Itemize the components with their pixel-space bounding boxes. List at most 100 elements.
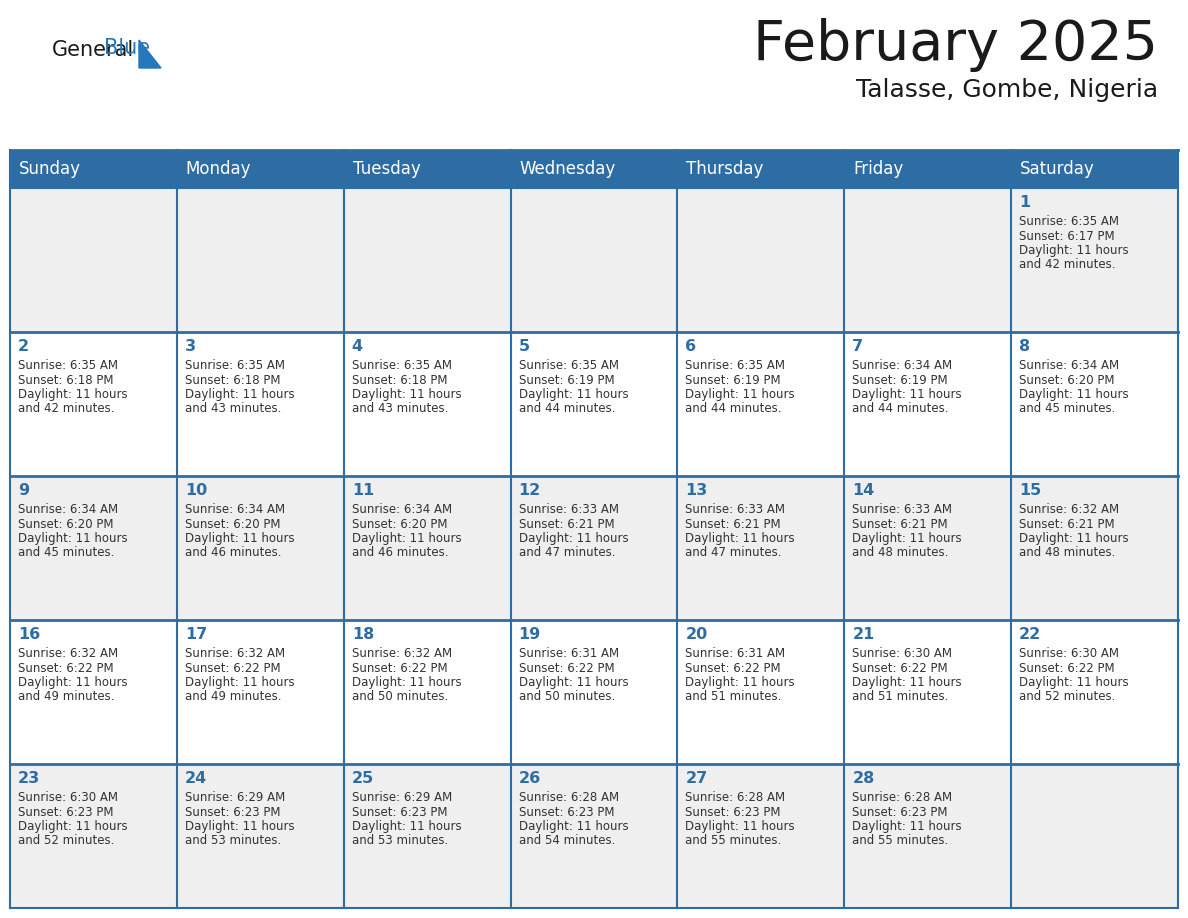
Bar — [845, 150, 1011, 188]
Text: Sunrise: 6:28 AM: Sunrise: 6:28 AM — [519, 791, 619, 804]
Text: Daylight: 11 hours: Daylight: 11 hours — [852, 676, 962, 689]
Text: Daylight: 11 hours: Daylight: 11 hours — [852, 820, 962, 833]
Text: 27: 27 — [685, 771, 708, 786]
Text: Daylight: 11 hours: Daylight: 11 hours — [185, 820, 295, 833]
Text: Sunrise: 6:31 AM: Sunrise: 6:31 AM — [685, 647, 785, 660]
Text: 14: 14 — [852, 483, 874, 498]
Text: Sunrise: 6:29 AM: Sunrise: 6:29 AM — [352, 791, 451, 804]
Text: Blue: Blue — [105, 38, 150, 58]
Text: 21: 21 — [852, 627, 874, 642]
Text: 6: 6 — [685, 339, 696, 354]
Text: Sunrise: 6:35 AM: Sunrise: 6:35 AM — [18, 359, 118, 372]
Text: 10: 10 — [185, 483, 207, 498]
Text: 2: 2 — [18, 339, 30, 354]
Text: Sunset: 6:20 PM: Sunset: 6:20 PM — [18, 518, 114, 531]
Text: Sunrise: 6:34 AM: Sunrise: 6:34 AM — [18, 503, 118, 516]
Bar — [343, 150, 511, 188]
Text: and 52 minutes.: and 52 minutes. — [18, 834, 114, 847]
Text: Daylight: 11 hours: Daylight: 11 hours — [352, 388, 461, 401]
Text: 15: 15 — [1019, 483, 1042, 498]
Text: Daylight: 11 hours: Daylight: 11 hours — [352, 532, 461, 545]
Text: Sunset: 6:23 PM: Sunset: 6:23 PM — [852, 805, 948, 819]
Text: Sunrise: 6:30 AM: Sunrise: 6:30 AM — [1019, 647, 1119, 660]
Text: Sunset: 6:22 PM: Sunset: 6:22 PM — [685, 662, 781, 675]
Text: Thursday: Thursday — [687, 160, 764, 178]
Text: Daylight: 11 hours: Daylight: 11 hours — [685, 388, 795, 401]
Text: 9: 9 — [18, 483, 30, 498]
Bar — [1011, 150, 1178, 188]
Bar — [10, 764, 1178, 908]
Bar — [677, 150, 845, 188]
Text: 12: 12 — [519, 483, 541, 498]
Text: and 43 minutes.: and 43 minutes. — [185, 402, 282, 416]
Text: Wednesday: Wednesday — [519, 160, 615, 178]
Text: Daylight: 11 hours: Daylight: 11 hours — [18, 532, 127, 545]
Text: and 48 minutes.: and 48 minutes. — [852, 546, 949, 559]
Text: Sunrise: 6:28 AM: Sunrise: 6:28 AM — [852, 791, 953, 804]
Text: Daylight: 11 hours: Daylight: 11 hours — [519, 388, 628, 401]
Text: and 44 minutes.: and 44 minutes. — [852, 402, 949, 416]
Text: and 42 minutes.: and 42 minutes. — [1019, 259, 1116, 272]
Text: Daylight: 11 hours: Daylight: 11 hours — [1019, 244, 1129, 257]
Text: Sunset: 6:20 PM: Sunset: 6:20 PM — [185, 518, 280, 531]
Text: Sunrise: 6:34 AM: Sunrise: 6:34 AM — [352, 503, 451, 516]
Text: 25: 25 — [352, 771, 374, 786]
Text: 16: 16 — [18, 627, 40, 642]
Text: Daylight: 11 hours: Daylight: 11 hours — [18, 676, 127, 689]
Text: 22: 22 — [1019, 627, 1042, 642]
Text: Daylight: 11 hours: Daylight: 11 hours — [852, 388, 962, 401]
Text: Sunset: 6:23 PM: Sunset: 6:23 PM — [685, 805, 781, 819]
Text: Daylight: 11 hours: Daylight: 11 hours — [685, 820, 795, 833]
Text: Daylight: 11 hours: Daylight: 11 hours — [685, 532, 795, 545]
Text: 13: 13 — [685, 483, 708, 498]
Text: Sunset: 6:22 PM: Sunset: 6:22 PM — [185, 662, 280, 675]
Text: February 2025: February 2025 — [753, 18, 1158, 72]
Text: Sunrise: 6:30 AM: Sunrise: 6:30 AM — [852, 647, 953, 660]
Text: Talasse, Gombe, Nigeria: Talasse, Gombe, Nigeria — [855, 78, 1158, 102]
Text: 24: 24 — [185, 771, 207, 786]
Text: and 49 minutes.: and 49 minutes. — [185, 690, 282, 703]
Text: Sunset: 6:22 PM: Sunset: 6:22 PM — [1019, 662, 1114, 675]
Bar — [511, 150, 677, 188]
Text: Monday: Monday — [185, 160, 252, 178]
Text: Daylight: 11 hours: Daylight: 11 hours — [352, 820, 461, 833]
Text: 3: 3 — [185, 339, 196, 354]
Text: Daylight: 11 hours: Daylight: 11 hours — [352, 676, 461, 689]
Text: Sunrise: 6:34 AM: Sunrise: 6:34 AM — [1019, 359, 1119, 372]
Text: and 47 minutes.: and 47 minutes. — [519, 546, 615, 559]
Text: Sunset: 6:18 PM: Sunset: 6:18 PM — [18, 374, 114, 386]
Text: Sunset: 6:22 PM: Sunset: 6:22 PM — [519, 662, 614, 675]
Text: 8: 8 — [1019, 339, 1030, 354]
Text: Sunrise: 6:32 AM: Sunrise: 6:32 AM — [185, 647, 285, 660]
Text: and 49 minutes.: and 49 minutes. — [18, 690, 114, 703]
Text: Sunset: 6:20 PM: Sunset: 6:20 PM — [352, 518, 447, 531]
Text: Sunrise: 6:34 AM: Sunrise: 6:34 AM — [852, 359, 953, 372]
Text: Sunrise: 6:28 AM: Sunrise: 6:28 AM — [685, 791, 785, 804]
Text: and 53 minutes.: and 53 minutes. — [185, 834, 282, 847]
Text: Sunset: 6:17 PM: Sunset: 6:17 PM — [1019, 230, 1114, 242]
Text: 11: 11 — [352, 483, 374, 498]
Text: and 51 minutes.: and 51 minutes. — [852, 690, 949, 703]
Text: Sunrise: 6:32 AM: Sunrise: 6:32 AM — [1019, 503, 1119, 516]
Text: Daylight: 11 hours: Daylight: 11 hours — [519, 820, 628, 833]
Bar — [10, 188, 1178, 332]
Text: Sunrise: 6:29 AM: Sunrise: 6:29 AM — [185, 791, 285, 804]
Text: Sunset: 6:19 PM: Sunset: 6:19 PM — [685, 374, 781, 386]
Bar — [10, 620, 1178, 764]
Text: Sunrise: 6:32 AM: Sunrise: 6:32 AM — [18, 647, 118, 660]
Text: and 46 minutes.: and 46 minutes. — [185, 546, 282, 559]
Text: Sunday: Sunday — [19, 160, 81, 178]
Bar — [10, 332, 1178, 476]
Text: and 50 minutes.: and 50 minutes. — [352, 690, 448, 703]
Text: and 44 minutes.: and 44 minutes. — [519, 402, 615, 416]
Text: 17: 17 — [185, 627, 207, 642]
Text: Sunrise: 6:31 AM: Sunrise: 6:31 AM — [519, 647, 619, 660]
Bar — [177, 150, 343, 188]
Text: Sunrise: 6:30 AM: Sunrise: 6:30 AM — [18, 791, 118, 804]
Text: and 55 minutes.: and 55 minutes. — [685, 834, 782, 847]
Text: Daylight: 11 hours: Daylight: 11 hours — [18, 388, 127, 401]
Text: 23: 23 — [18, 771, 40, 786]
Text: Sunset: 6:23 PM: Sunset: 6:23 PM — [352, 805, 447, 819]
Text: and 47 minutes.: and 47 minutes. — [685, 546, 782, 559]
Text: Sunset: 6:22 PM: Sunset: 6:22 PM — [18, 662, 114, 675]
